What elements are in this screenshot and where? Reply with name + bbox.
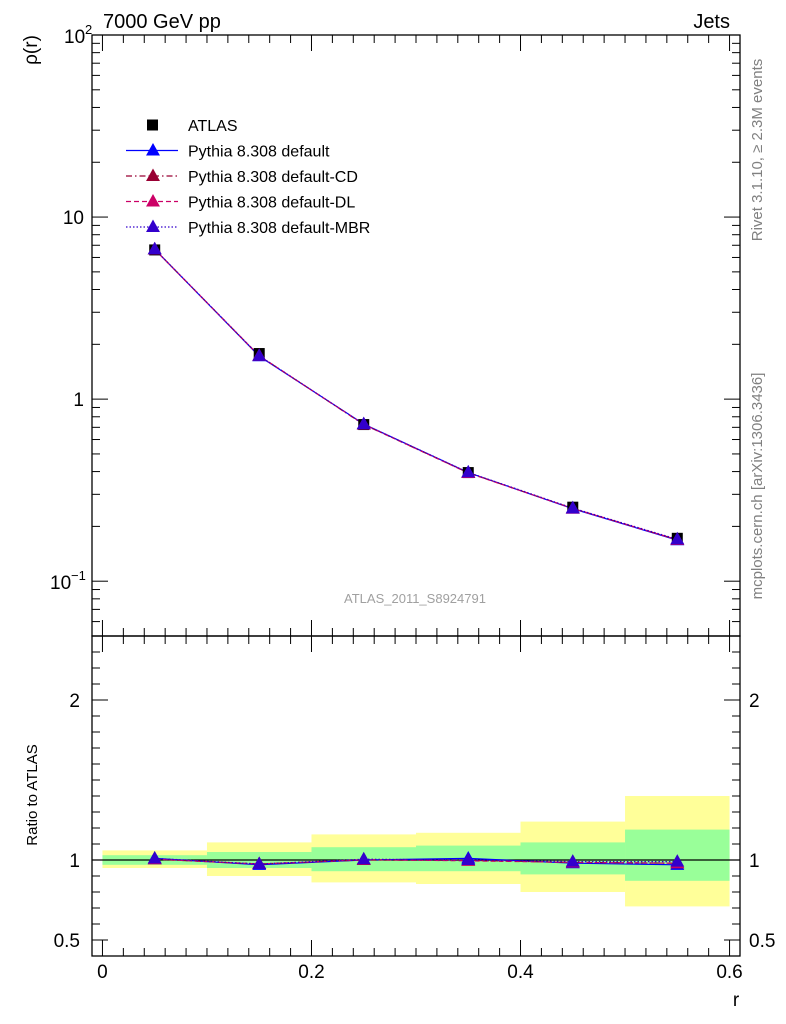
ratio-y-tick-label-right: 2: [749, 691, 760, 712]
main-y-axis-label: ρ(r): [21, 35, 42, 65]
main-mc-marker: [565, 500, 580, 514]
main-y-tick-label: 10: [63, 208, 84, 229]
legend-marker-square: [147, 119, 158, 131]
ratio-mc-marker: [565, 854, 580, 867]
header-left-title: 7000 GeV pp: [103, 11, 221, 33]
ratio-series-line: [154, 858, 678, 865]
legend: ATLAS Pythia 8.308 default Pythia 8.308 de…: [126, 118, 370, 237]
main-mc-marker: [252, 348, 267, 361]
main-series-line: [154, 248, 678, 541]
ratio-series-line: [154, 857, 678, 866]
ratio-mc-marker: [356, 851, 371, 865]
main-y-tick-label: 1: [73, 390, 84, 411]
ratio-mc-marker: [252, 856, 267, 870]
main-panel-ticks: [92, 34, 740, 637]
main-panel-series: [147, 241, 685, 546]
mcplots-label: mcplots.cern.ch [arXiv:1306.3436]: [749, 373, 766, 600]
main-y-tick-exponent: 2: [85, 22, 92, 37]
ratio-panel-frame: [91, 635, 741, 957]
x-tick-label: 0: [97, 962, 108, 983]
ratio-y-axis-label: Ratio to ATLAS: [24, 744, 41, 845]
main-y-tick-label: 10: [50, 573, 71, 594]
ratio-y-tick-label-right: 0.5: [749, 931, 775, 952]
ratio-uncertainty-bands: [92, 796, 740, 907]
x-tick-label: 0.4: [507, 962, 534, 983]
main-series-line: [154, 248, 678, 540]
main-mc-marker: [670, 531, 685, 545]
legend-marker-triangle: [146, 219, 160, 233]
main-y-tick-label: 10: [64, 27, 85, 48]
legend-marker-triangle: [146, 168, 160, 182]
header-right-title: Jets: [693, 11, 730, 33]
legend-marker-triangle: [146, 194, 160, 207]
legend-entry-label: Pythia 8.308 default-CD: [188, 169, 358, 186]
ratio-mc-marker: [461, 852, 476, 866]
legend-marker-triangle: [146, 143, 160, 156]
legend-entry-label: ATLAS: [188, 118, 238, 135]
ratio-y-tick-label-left: 2: [69, 691, 80, 712]
x-axis-label: r: [733, 990, 740, 1011]
x-tick-label: 0.6: [716, 962, 742, 983]
legend-entry-label: Pythia 8.308 default: [188, 144, 330, 161]
ratio-tick-labels: 0.5 0.5 1 1 2 2 0 0.2 0.4 0.6: [54, 691, 776, 983]
ratio-panel-series: [147, 850, 685, 870]
main-mc-marker: [356, 416, 371, 430]
main-y-tick-exponent: −1: [71, 568, 86, 583]
main-series-line: [154, 249, 678, 541]
ratio-y-tick-label-right: 1: [749, 851, 760, 872]
rivet-version-label: Rivet 3.1.10, ≥ 2.3M events: [749, 59, 766, 242]
ratio-mc-marker: [147, 850, 162, 864]
legend-entry-label: Pythia 8.308 default-DL: [188, 195, 355, 212]
legend-entry-label: Pythia 8.308 default-MBR: [188, 220, 370, 237]
main-mc-marker: [147, 241, 162, 255]
analysis-watermark: ATLAS_2011_S8924791: [344, 591, 486, 606]
main-series-line: [154, 249, 678, 541]
main-mc-marker: [461, 464, 476, 478]
ratio-mc-marker: [670, 854, 685, 867]
ratio-y-tick-label-left: 0.5: [54, 931, 80, 952]
x-tick-label: 0.2: [298, 962, 324, 983]
ratio-y-tick-label-left: 1: [69, 851, 80, 872]
